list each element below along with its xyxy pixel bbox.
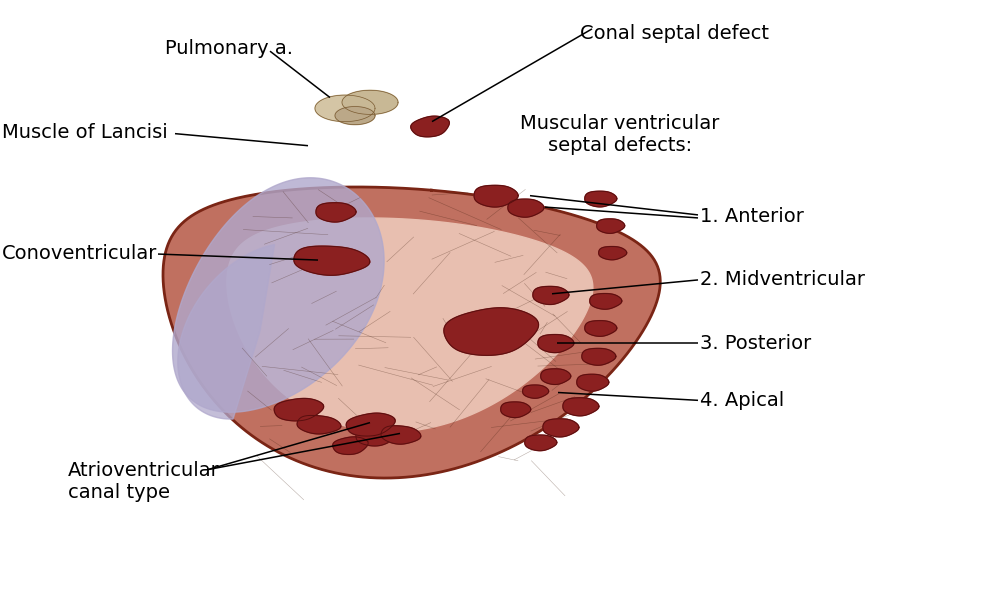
Polygon shape bbox=[577, 374, 609, 391]
Polygon shape bbox=[501, 402, 531, 418]
Polygon shape bbox=[444, 308, 539, 355]
Polygon shape bbox=[599, 247, 627, 260]
Text: Conoventricular: Conoventricular bbox=[2, 244, 157, 263]
Polygon shape bbox=[294, 246, 370, 275]
Polygon shape bbox=[342, 90, 398, 114]
Polygon shape bbox=[563, 398, 599, 416]
Polygon shape bbox=[582, 349, 616, 365]
Polygon shape bbox=[381, 426, 421, 444]
Text: Conal septal defect: Conal septal defect bbox=[580, 24, 769, 43]
Polygon shape bbox=[163, 187, 660, 478]
Polygon shape bbox=[173, 178, 384, 412]
Text: Pulmonary a.: Pulmonary a. bbox=[165, 39, 293, 58]
Text: Muscle of Lancisi: Muscle of Lancisi bbox=[2, 123, 168, 143]
Polygon shape bbox=[297, 415, 341, 434]
Polygon shape bbox=[597, 219, 625, 234]
Polygon shape bbox=[346, 413, 395, 436]
Polygon shape bbox=[523, 385, 549, 399]
Polygon shape bbox=[541, 369, 571, 385]
Polygon shape bbox=[316, 203, 356, 222]
Polygon shape bbox=[227, 218, 593, 432]
Polygon shape bbox=[585, 191, 617, 207]
Polygon shape bbox=[356, 428, 396, 446]
Polygon shape bbox=[585, 321, 617, 337]
Polygon shape bbox=[274, 399, 324, 421]
Polygon shape bbox=[333, 437, 368, 455]
Polygon shape bbox=[538, 335, 574, 353]
Text: Muscular ventricular
septal defects:: Muscular ventricular septal defects: bbox=[520, 114, 720, 155]
Polygon shape bbox=[474, 185, 518, 207]
Polygon shape bbox=[590, 294, 622, 309]
Polygon shape bbox=[543, 419, 579, 437]
Text: 4. Apical: 4. Apical bbox=[700, 391, 784, 410]
Polygon shape bbox=[525, 435, 557, 451]
Polygon shape bbox=[335, 107, 375, 125]
Polygon shape bbox=[178, 244, 275, 419]
Polygon shape bbox=[411, 116, 449, 137]
Polygon shape bbox=[533, 287, 569, 305]
Text: Atrioventricular
canal type: Atrioventricular canal type bbox=[68, 461, 220, 501]
Text: 3. Posterior: 3. Posterior bbox=[700, 334, 811, 353]
Polygon shape bbox=[315, 95, 375, 122]
Text: 1. Anterior: 1. Anterior bbox=[700, 207, 804, 226]
Text: 2. Midventricular: 2. Midventricular bbox=[700, 270, 865, 290]
Polygon shape bbox=[508, 199, 544, 217]
